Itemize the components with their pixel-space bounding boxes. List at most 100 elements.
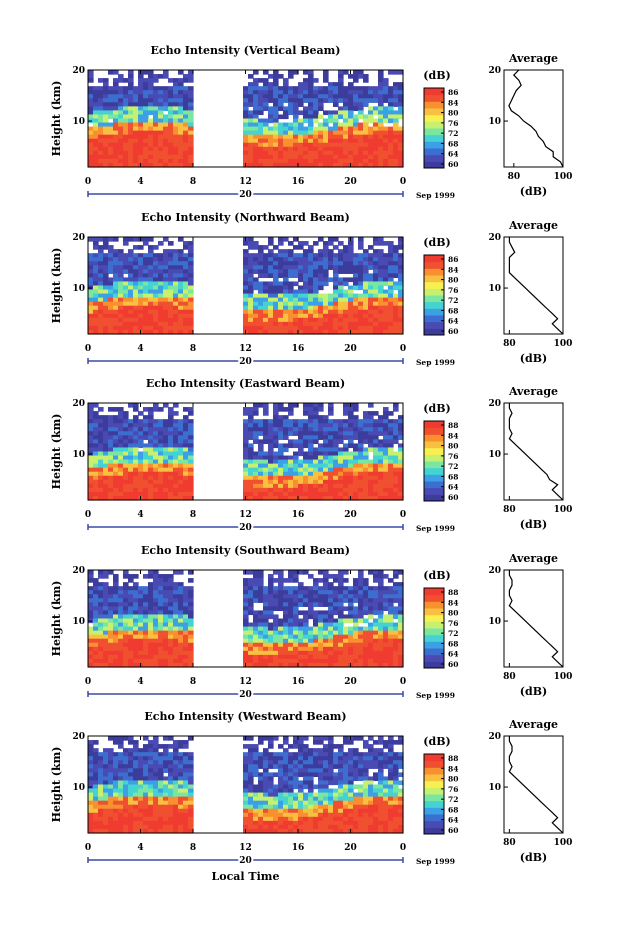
heatmap-cell	[168, 130, 174, 136]
heatmap-cell	[138, 598, 144, 603]
heatmap-cell	[378, 126, 384, 132]
heatmap-cell	[103, 122, 109, 128]
heatmap-cell	[253, 297, 259, 303]
heatmap-cell	[278, 479, 284, 485]
heatmap-cell	[363, 483, 369, 489]
x-tick-label: 4	[137, 510, 143, 520]
heatmap-cell	[363, 261, 369, 266]
heatmap-cell	[343, 626, 349, 632]
heatmap-cell	[248, 126, 254, 132]
heatmap-cell	[383, 110, 389, 116]
heatmap-cell	[178, 614, 184, 620]
y-tick-label: 20	[72, 566, 85, 576]
heatmap-cell	[303, 293, 309, 299]
heatmap-cell	[243, 142, 249, 148]
heatmap-cell	[168, 439, 174, 445]
heatmap-cell	[303, 281, 309, 287]
heatmap-cell	[168, 744, 174, 749]
heatmap-cell	[298, 638, 304, 644]
heatmap-cell	[183, 277, 189, 283]
heatmap-cell	[243, 598, 249, 603]
heatmap-cell	[93, 122, 99, 128]
heatmap-cell	[88, 126, 94, 132]
heatmap-cell	[248, 586, 254, 591]
heatmap-cell	[373, 281, 379, 287]
heatmap-cell	[138, 317, 144, 323]
heatmap-cell	[318, 654, 324, 660]
heatmap-cell	[263, 606, 269, 612]
heatmap-cell	[293, 423, 299, 428]
heatmap-cell	[93, 431, 99, 436]
heatmap-cell	[123, 237, 129, 242]
heatmap-cell	[283, 646, 289, 652]
heatmap-cell	[98, 269, 104, 274]
heatmap-cell	[268, 495, 274, 501]
heatmap-cell	[93, 146, 99, 152]
heatmap-cell	[173, 317, 179, 323]
heatmap-cell	[358, 419, 364, 424]
heatmap-cell	[378, 74, 384, 79]
heatmap-cell	[93, 447, 99, 453]
heatmap-cell	[253, 662, 259, 668]
heatmap-cell	[378, 289, 384, 295]
heatmap-cell	[383, 638, 389, 644]
heatmap-cell	[303, 253, 309, 258]
heatmap-cell	[313, 253, 319, 258]
heatmap-cell	[188, 118, 194, 124]
heatmap-cell	[163, 134, 169, 140]
heatmap-cell	[318, 487, 324, 493]
heatmap-cell	[173, 285, 179, 291]
heatmap-cell	[318, 305, 324, 311]
heatmap-cell	[113, 281, 119, 287]
heatmap-cell	[283, 134, 289, 140]
heatmap-cell	[293, 431, 299, 436]
heatmap-cell	[148, 423, 154, 428]
heatmap-cell	[253, 479, 259, 485]
heatmap-cell	[338, 642, 344, 648]
heatmap-cell	[128, 257, 134, 262]
heatmap-cell	[268, 297, 274, 303]
heatmap-cell	[183, 586, 189, 591]
heatmap-cell	[158, 610, 164, 616]
heatmap-cell	[263, 329, 269, 335]
heatmap-cell	[373, 606, 379, 612]
heatmap-cell	[158, 134, 164, 140]
x-tick-label: 8	[190, 677, 196, 687]
heatmap-cell	[383, 463, 389, 469]
heatmap-cell	[188, 736, 194, 741]
heatmap-cell	[93, 110, 99, 116]
heatmap-cell	[133, 590, 139, 595]
heatmap-cell	[268, 142, 274, 148]
heatmap-cell	[378, 146, 384, 152]
heatmap-cell	[243, 459, 249, 465]
colorbar-swatch	[424, 594, 444, 602]
colorbar-frame	[423, 587, 445, 669]
heatmap-cell	[163, 634, 169, 640]
heatmap-cell	[158, 138, 164, 144]
heatmap-cell	[278, 273, 284, 279]
heatmap-cell	[253, 654, 259, 660]
heatmap-cell	[273, 578, 279, 583]
heatmap-cell	[153, 658, 159, 664]
heatmap-cell	[333, 606, 339, 612]
heatmap-cell	[93, 487, 99, 493]
heatmap-cell	[168, 495, 174, 501]
heatmap-cell	[178, 598, 184, 603]
heatmap-cell	[188, 419, 194, 424]
heatmap-cell	[103, 618, 109, 624]
heatmap-cell	[263, 736, 269, 741]
heatmap-cell	[98, 654, 104, 660]
heatmap-cell	[273, 317, 279, 323]
heatmap-cell	[358, 630, 364, 636]
heatmap-cell	[153, 614, 159, 620]
heatmap-cell	[138, 622, 144, 628]
heatmap-cell	[328, 419, 334, 424]
heatmap-cell	[158, 419, 164, 424]
heatmap-cell	[258, 309, 264, 315]
heatmap-cell	[258, 594, 264, 599]
heatmap-cell	[343, 630, 349, 636]
heatmap-cell	[393, 638, 399, 644]
heatmap-cell	[313, 662, 319, 668]
heatmap-cell	[308, 118, 314, 124]
heatmap-cell	[143, 285, 149, 291]
